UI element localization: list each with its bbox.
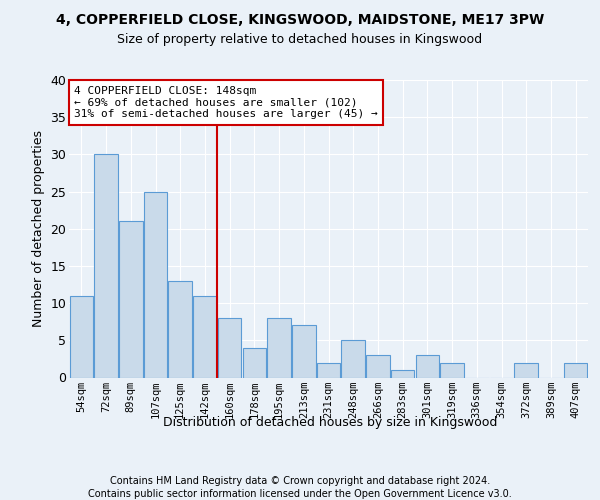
Bar (218, 318, 241, 378)
Bar (416, 355, 439, 378)
Bar (366, 355, 389, 378)
Text: 4, COPPERFIELD CLOSE, KINGSWOOD, MAIDSTONE, ME17 3PW: 4, COPPERFIELD CLOSE, KINGSWOOD, MAIDSTO… (56, 12, 544, 26)
Bar (564, 362, 587, 378)
Bar (317, 362, 340, 378)
Bar (70, 296, 93, 378)
Bar (169, 281, 192, 378)
Y-axis label: Number of detached properties: Number of detached properties (32, 130, 45, 327)
Bar (144, 192, 167, 378)
Bar (341, 340, 365, 378)
Bar (292, 326, 316, 378)
Bar (242, 348, 266, 378)
Text: 4 COPPERFIELD CLOSE: 148sqm
← 69% of detached houses are smaller (102)
31% of se: 4 COPPERFIELD CLOSE: 148sqm ← 69% of det… (74, 86, 378, 119)
Text: Contains HM Land Registry data © Crown copyright and database right 2024.: Contains HM Land Registry data © Crown c… (110, 476, 490, 486)
Text: Size of property relative to detached houses in Kingswood: Size of property relative to detached ho… (118, 32, 482, 46)
Text: Contains public sector information licensed under the Open Government Licence v3: Contains public sector information licen… (88, 489, 512, 499)
Bar (94, 154, 118, 378)
Bar (268, 318, 291, 378)
Bar (514, 362, 538, 378)
Bar (119, 222, 143, 378)
Bar (193, 296, 217, 378)
Bar (391, 370, 415, 378)
Text: Distribution of detached houses by size in Kingswood: Distribution of detached houses by size … (163, 416, 497, 429)
Bar (440, 362, 464, 378)
